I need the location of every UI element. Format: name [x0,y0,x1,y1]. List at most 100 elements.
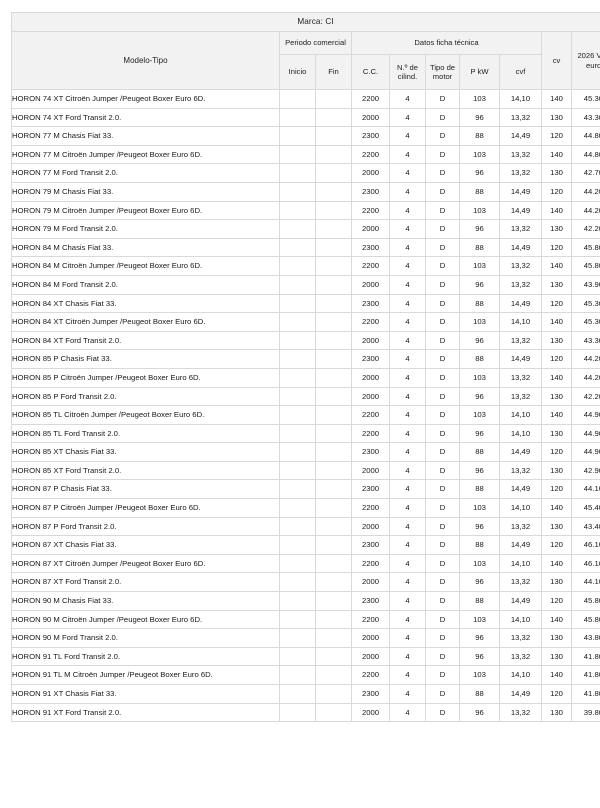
table-row[interactable]: HORON 91 TL M Citroën Jumper /Peugeot Bo… [11,665,600,685]
table-row[interactable]: HORON 91 XT Ford Transit 2.0. 2000 4 D 96 13,… [11,702,600,723]
col-header-p-kw: P kW [459,54,500,90]
cell-fin [315,107,352,128]
cell-fin [315,312,352,332]
table-row[interactable]: HORON 84 XT Ford Transit 2.0. 2000 4 D 96 13,… [11,330,600,351]
cell-modelo-tipo: HORON 87 P Ford Transit 2.0. [11,516,280,537]
cell-cvf: 14,10 [499,89,542,109]
table-row[interactable]: HORON 85 TL Ford Transit 2.0. 2200 4 D 96 14,… [11,423,600,444]
table-row[interactable]: HORON 84 M Chasis Fiat 33. 2300 4 D 88 14,49 1… [11,237,600,258]
cell-p-kw: 103 [459,144,500,165]
cell-inicio [279,386,316,407]
cell-inicio [279,293,316,314]
cell-fin [315,386,352,407]
cell-inicio [279,684,316,704]
cell-modelo-tipo: HORON 91 TL M Citroën Jumper /Peugeot Bo… [11,665,280,685]
marca-row: Marca: CI [10,12,600,32]
cell-inicio [279,665,316,685]
cell-cv: 130 [541,330,572,351]
table-row[interactable]: HORON 85 P Citroën Jumper /Peugeot Boxer… [11,367,600,388]
header-sub-row: Inicio Fin C.C. N.º de cilind. Tipo de m… [12,54,600,90]
table-row[interactable]: HORON 79 M Ford Transit 2.0. 2000 4 D 96 13,3… [11,219,600,239]
table-row[interactable]: HORON 90 M Chasis Fiat 33. 2300 4 D 88 14,49 1… [11,591,600,611]
table-row[interactable]: HORON 79 M Chasis Fiat 33. 2300 4 D 88 14,49 1… [11,181,600,202]
table-row[interactable]: HORON 84 M Ford Transit 2.0. 2000 4 D 96 13,3… [11,274,600,295]
cell-valor-euros: 42.200 [570,219,600,239]
cell-cvf: 13,32 [499,572,542,593]
cell-p-kw: 88 [459,293,500,314]
cell-cc: 2000 [351,702,390,723]
cell-tipo-motor: D [425,312,460,332]
cell-valor-euros: 41.800 [570,646,600,667]
cell-cvf: 13,32 [499,144,542,165]
cell-p-kw: 103 [459,405,500,425]
cell-cv: 140 [541,405,572,425]
cell-p-kw: 103 [459,665,500,685]
col-header-modelo-tipo: Modelo-Tipo [11,31,280,90]
cell-numero-cilindros: 4 [389,423,426,444]
cell-valor-euros: 44.800 [570,144,600,165]
table-row[interactable]: HORON 91 TL Ford Transit 2.0. 2000 4 D 96 13,… [11,646,600,667]
table-row[interactable]: HORON 87 XT Chasis Fiat 33. 2300 4 D 88 14,49… [11,535,600,555]
cell-p-kw: 103 [459,553,500,574]
cell-p-kw: 96 [459,386,500,407]
cell-cvf: 14,49 [499,200,542,221]
cell-p-kw: 88 [459,181,500,202]
cell-inicio [279,609,316,630]
table-row[interactable]: HORON 84 M Citroën Jumper /Peugeot Boxer… [11,256,600,276]
cell-cvf: 14,49 [499,237,542,258]
cell-p-kw: 96 [459,423,500,444]
cell-modelo-tipo: HORON 84 XT Citroën Jumper /Peugeot Boxe… [11,312,280,332]
cell-modelo-tipo: HORON 77 M Ford Transit 2.0. [11,163,280,183]
table-row[interactable]: HORON 84 XT Citroën Jumper /Peugeot Boxe… [11,312,600,332]
cell-fin [315,349,352,369]
cell-p-kw: 88 [459,442,500,462]
table-row[interactable]: HORON 84 XT Chasis Fiat 33. 2300 4 D 88 14,49… [11,293,600,314]
table-row[interactable]: HORON 77 M Ford Transit 2.0. 2000 4 D 96 13,3… [11,163,600,183]
cell-tipo-motor: D [425,367,460,388]
table-row[interactable]: HORON 87 P Citroën Jumper /Peugeot Boxer… [11,498,600,518]
table-row[interactable]: HORON 77 M Citroën Jumper /Peugeot Boxer… [11,144,600,165]
cell-valor-euros: 44.200 [570,367,600,388]
cell-numero-cilindros: 4 [389,274,426,295]
table-row[interactable]: HORON 85 P Ford Transit 2.0. 2000 4 D 96 13,3… [11,386,600,407]
table-row[interactable]: HORON 90 M Ford Transit 2.0. 2000 4 D 96 13,3… [11,628,600,648]
cell-valor-euros: 44.900 [570,405,600,425]
col-header-numero-cilindros: N.º de cilind. [389,54,426,90]
cell-fin [315,702,352,723]
cell-numero-cilindros: 4 [389,591,426,611]
table-row[interactable]: HORON 87 P Ford Transit 2.0. 2000 4 D 96 13,3… [11,516,600,537]
cell-valor-euros: 43.400 [570,516,600,537]
cell-fin [315,572,352,593]
cell-valor-euros: 43.800 [570,628,600,648]
table-row[interactable]: HORON 85 TL Citroën Jumper /Peugeot Boxe… [11,405,600,425]
table-row[interactable]: HORON 91 XT Chasis Fiat 33. 2300 4 D 88 14,49… [11,684,600,704]
table-row[interactable]: HORON 87 P Chasis Fiat 33. 2300 4 D 88 14,49 1… [11,479,600,500]
cell-fin [315,423,352,444]
cell-p-kw: 88 [459,349,500,369]
cell-modelo-tipo: HORON 87 P Citroën Jumper /Peugeot Boxer… [11,498,280,518]
table-row[interactable]: HORON 74 XT Ford Transit 2.0. 2000 4 D 96 13,… [11,107,600,128]
table-row[interactable]: HORON 74 XT Citroën Jumper /Peugeot Boxe… [11,89,600,109]
table-row[interactable]: HORON 87 XT Ford Transit 2.0. 2000 4 D 96 13,… [11,572,600,593]
cell-valor-euros: 46.100 [570,553,600,574]
table-row[interactable]: HORON 85 P Chasis Fiat 33. 2300 4 D 88 14,49 1… [11,349,600,369]
cell-fin [315,479,352,500]
cell-modelo-tipo: HORON 85 TL Ford Transit 2.0. [11,423,280,444]
cell-tipo-motor: D [425,498,460,518]
cell-inicio [279,144,316,165]
cell-tipo-motor: D [425,684,460,704]
table-row[interactable]: HORON 79 M Citroën Jumper /Peugeot Boxer… [11,200,600,221]
table-row[interactable]: HORON 85 XT Ford Transit 2.0. 2000 4 D 96 13,… [11,460,600,481]
table-row[interactable]: HORON 87 XT Citroën Jumper /Peugeot Boxe… [11,553,600,574]
table-row[interactable]: HORON 85 XT Chasis Fiat 33. 2300 4 D 88 14,49… [11,442,600,462]
cell-cc: 2300 [351,479,390,500]
cell-cv: 120 [541,684,572,704]
cell-fin [315,553,352,574]
cell-valor-euros: 44.800 [570,126,600,146]
cell-tipo-motor: D [425,200,460,221]
table-row[interactable]: HORON 77 M Chasis Fiat 33. 2300 4 D 88 14,49 1… [11,126,600,146]
cell-numero-cilindros: 4 [389,386,426,407]
cell-cc: 2300 [351,591,390,611]
cell-cc: 2300 [351,684,390,704]
table-row[interactable]: HORON 90 M Citroën Jumper /Peugeot Boxer… [11,609,600,630]
